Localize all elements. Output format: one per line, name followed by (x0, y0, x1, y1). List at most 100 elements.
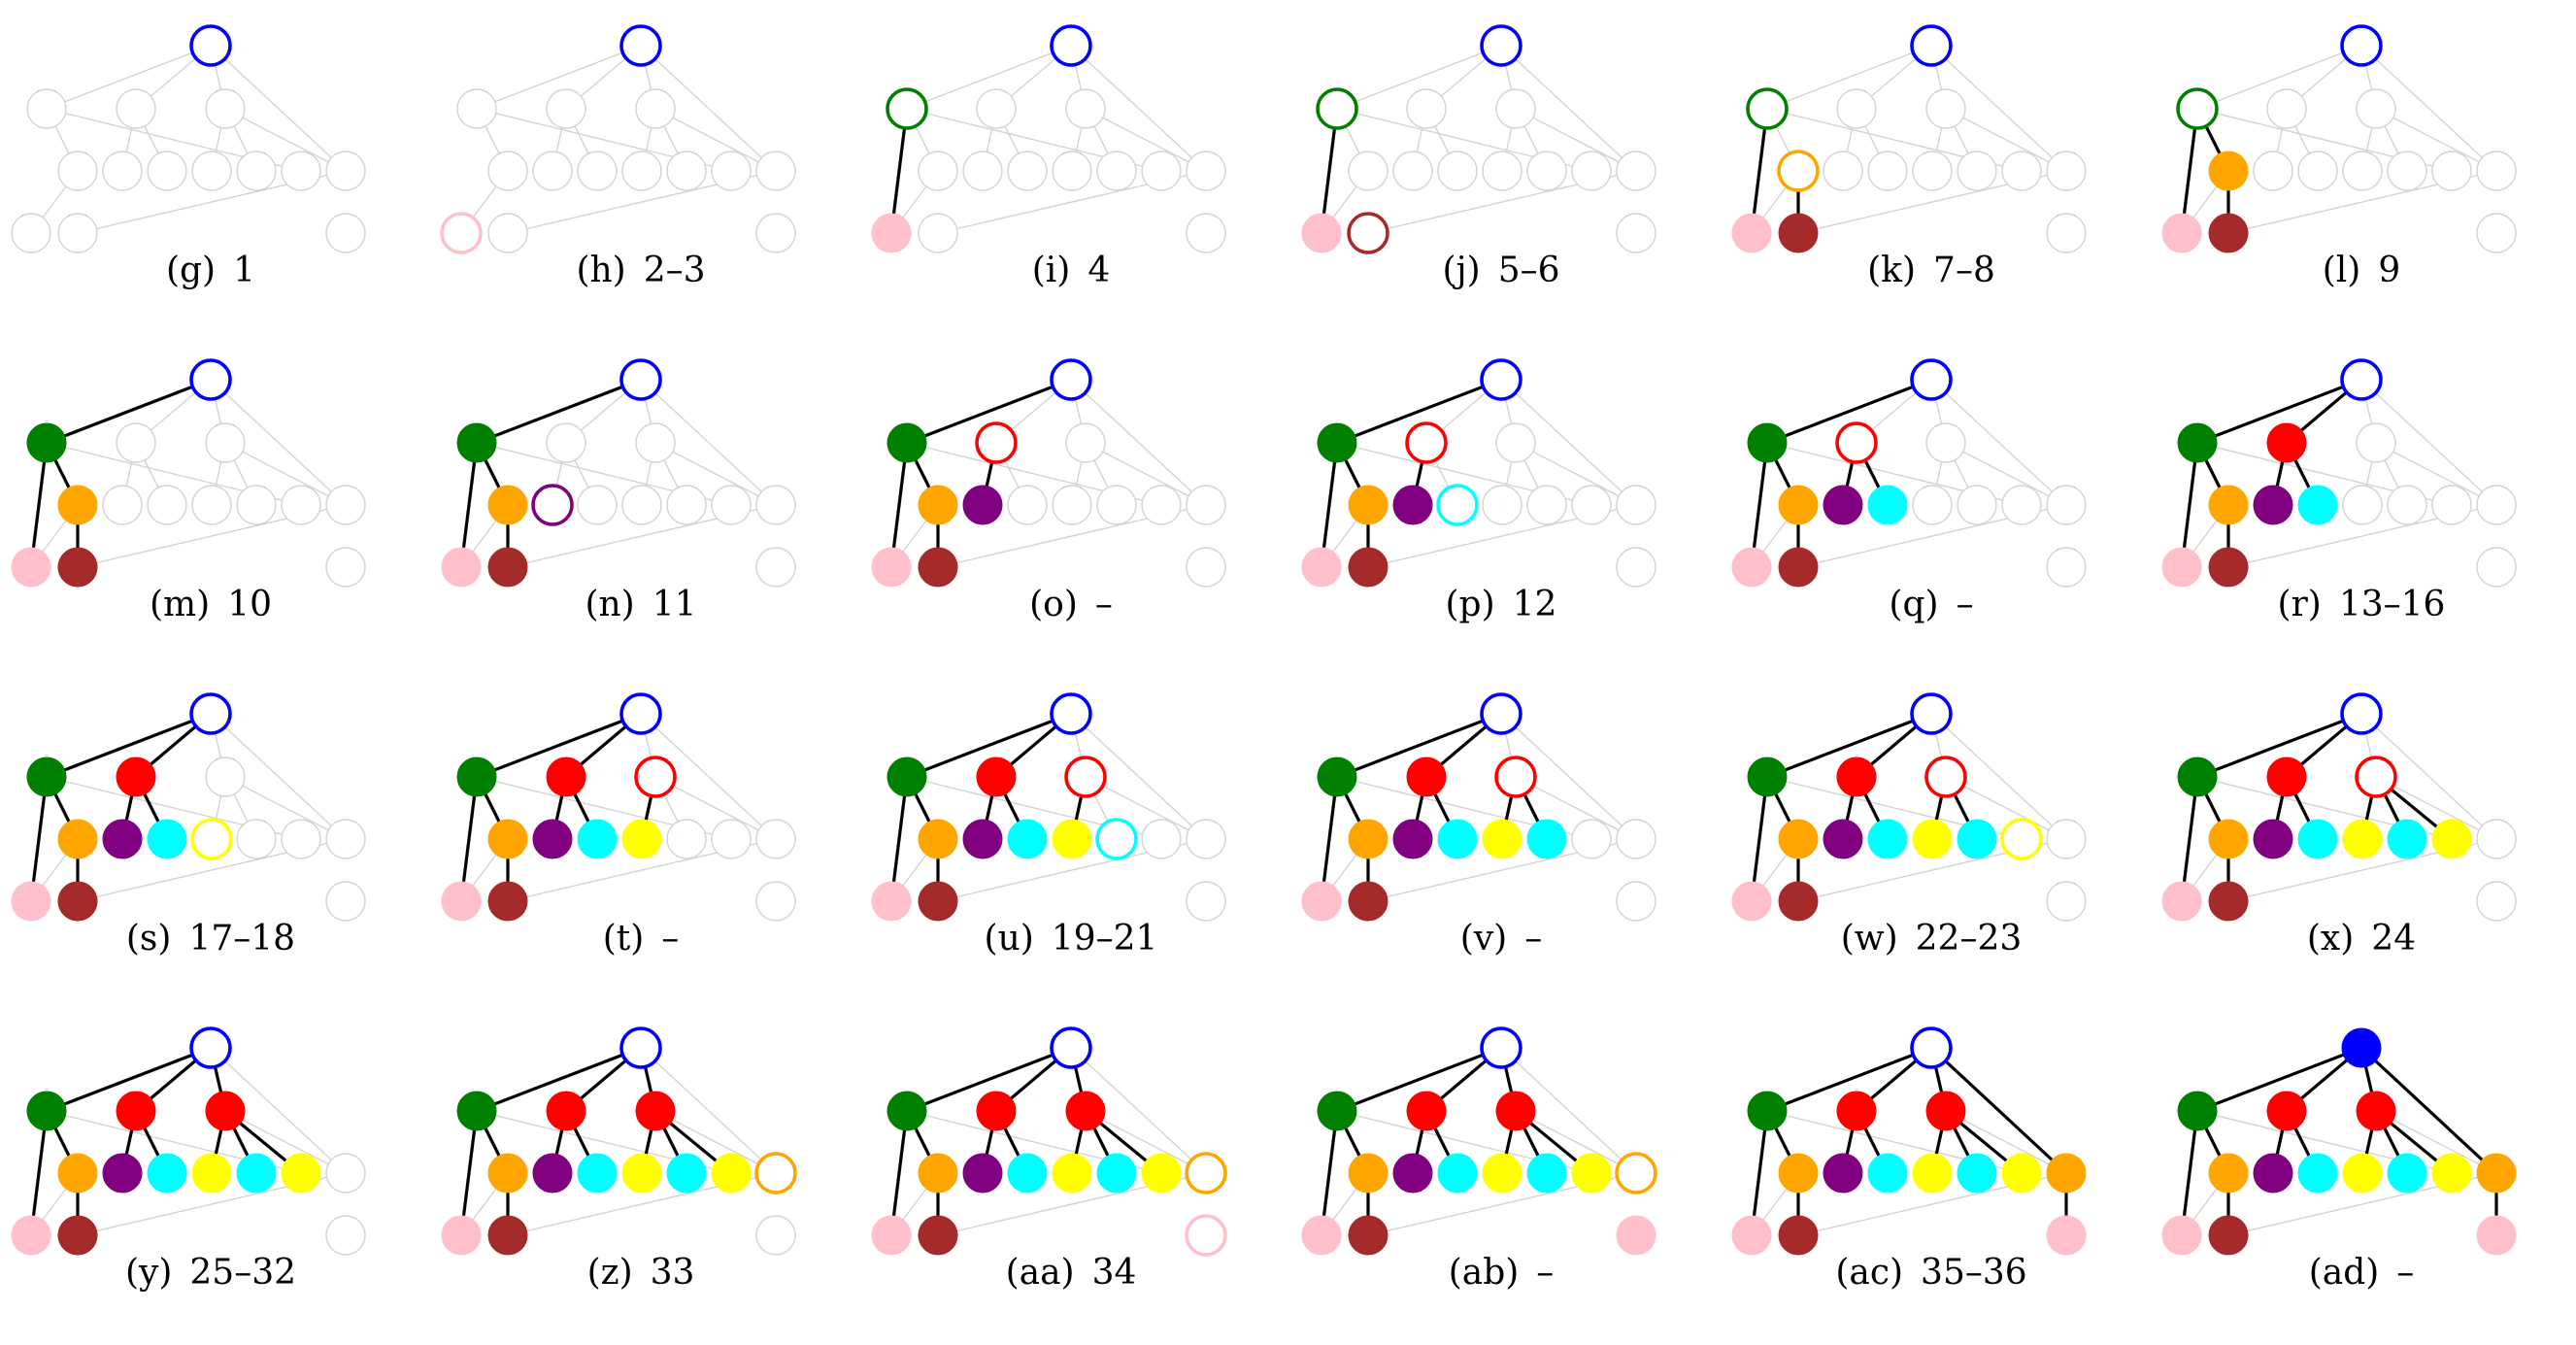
visited-node-green (456, 422, 497, 463)
inactive-node (546, 422, 586, 463)
current-node-green (2176, 87, 2219, 130)
visited-node-cyan (1526, 1153, 1567, 1194)
visited-node-purple (962, 485, 1003, 525)
inactive-edge (210, 379, 347, 506)
inactive-edge (654, 776, 777, 840)
panel-label: (l) (2323, 251, 2361, 290)
inactive-edge (1515, 1110, 1637, 1174)
inactive-node (666, 151, 707, 191)
active-edge (459, 776, 479, 902)
inactive-node (1482, 485, 1522, 525)
active-edge (46, 712, 212, 779)
visited-node-yellow (2431, 1153, 2472, 1194)
panel-label: (m) (150, 585, 210, 624)
inactive-edge (1336, 45, 1502, 110)
visited-node-orange (2208, 819, 2249, 859)
inactive-node (2046, 151, 2087, 191)
inactive-node (621, 485, 662, 525)
inactive-node (487, 151, 528, 191)
current-node-root (2340, 24, 2383, 67)
inactive-node (666, 485, 707, 525)
visited-node-purple (532, 819, 573, 859)
panel-caption: (aa) 34 (1006, 1253, 1137, 1293)
active-edge (1750, 1110, 1769, 1236)
inactive-node (1616, 151, 1656, 191)
visited-node-cyan (2297, 1153, 2338, 1194)
panel-label: (j) (1442, 251, 1480, 290)
visited-node-pink (1301, 1215, 1342, 1256)
panel-o: (o) – (871, 358, 1226, 624)
visited-node-brown (918, 547, 958, 588)
panel-y: (y) 25–32 (11, 1026, 366, 1293)
inactive-node (532, 151, 573, 191)
visited-node-yellow (621, 1153, 662, 1194)
panel-caption: (j) 5–6 (1442, 251, 1559, 290)
visited-node-orange (487, 485, 528, 525)
inactive-node (281, 151, 321, 191)
panel-v: (v) – (1301, 692, 1656, 958)
inactive-node (755, 1215, 796, 1256)
panel-steps: 1 (233, 251, 255, 290)
visited-node-brown (2208, 547, 2249, 588)
current-node-root (1910, 24, 1953, 67)
current-node-orange (754, 1152, 797, 1194)
current-node-cyan (1436, 484, 1479, 526)
panel-steps: 9 (2378, 251, 2400, 290)
current-node-red (634, 756, 677, 798)
visited-node-purple (962, 819, 1003, 859)
visited-node-yellow (711, 1153, 752, 1194)
visited-node-orange (487, 819, 528, 859)
inactive-edge (46, 45, 212, 110)
panel-caption: (ac) 35–36 (1835, 1253, 2026, 1293)
visited-node-green (887, 1091, 927, 1131)
inactive-node (1957, 151, 1997, 191)
inactive-edge (224, 442, 347, 506)
inactive-node (1571, 819, 1612, 859)
inactive-node (2046, 819, 2087, 859)
inactive-node (2476, 547, 2517, 588)
current-node-green (1316, 87, 1358, 130)
panel-steps: – (1536, 1253, 1554, 1293)
inactive-node (621, 151, 662, 191)
active-edge (1320, 442, 1339, 568)
inactive-edge (1085, 442, 1207, 506)
current-node-root (1050, 24, 1092, 67)
panel-caption: (s) 17–18 (126, 919, 295, 958)
inactive-edge (2360, 713, 2497, 840)
panel-aa: (aa) 34 (871, 1026, 1227, 1293)
active-edge (889, 442, 909, 568)
visited-node-orange (1778, 1153, 1819, 1194)
panel-t: (t) – (441, 692, 796, 958)
inactive-edge (1930, 713, 2067, 840)
panel-label: (q) (1889, 585, 1938, 624)
visited-node-cyan (1437, 1153, 1478, 1194)
visited-node-pink (441, 881, 482, 922)
inactive-node (1616, 547, 1656, 588)
current-node-root (1050, 1026, 1092, 1069)
visited-node-pink (1616, 1215, 1656, 1256)
panel-u: (u) 19–21 (871, 692, 1226, 958)
inactive-node (1186, 819, 1226, 859)
panel-ab: (ab) – (1301, 1026, 1657, 1293)
inactive-edge (1945, 776, 2067, 840)
current-node-yellow (2000, 818, 2043, 860)
inactive-edge (1515, 776, 1637, 840)
visited-node-green (1747, 1091, 1788, 1131)
current-node-red (1924, 756, 1967, 798)
visited-node-brown (487, 547, 528, 588)
active-edge (1336, 378, 1502, 445)
visited-node-pink (441, 547, 482, 588)
visited-node-cyan (1526, 819, 1567, 859)
inactive-node (755, 151, 796, 191)
inactive-node (325, 1153, 366, 1194)
panel-k: (k) 7–8 (1731, 24, 2087, 290)
inactive-node (1065, 88, 1106, 129)
inactive-node (205, 422, 246, 463)
inactive-edge (1085, 108, 1207, 172)
inactive-edge (2360, 379, 2497, 506)
current-node-red (2355, 756, 2397, 798)
inactive-node (1186, 485, 1226, 525)
current-node-purple (531, 484, 574, 526)
panel-caption: (r) 13–16 (2278, 585, 2446, 624)
current-node-root (2340, 358, 2383, 401)
